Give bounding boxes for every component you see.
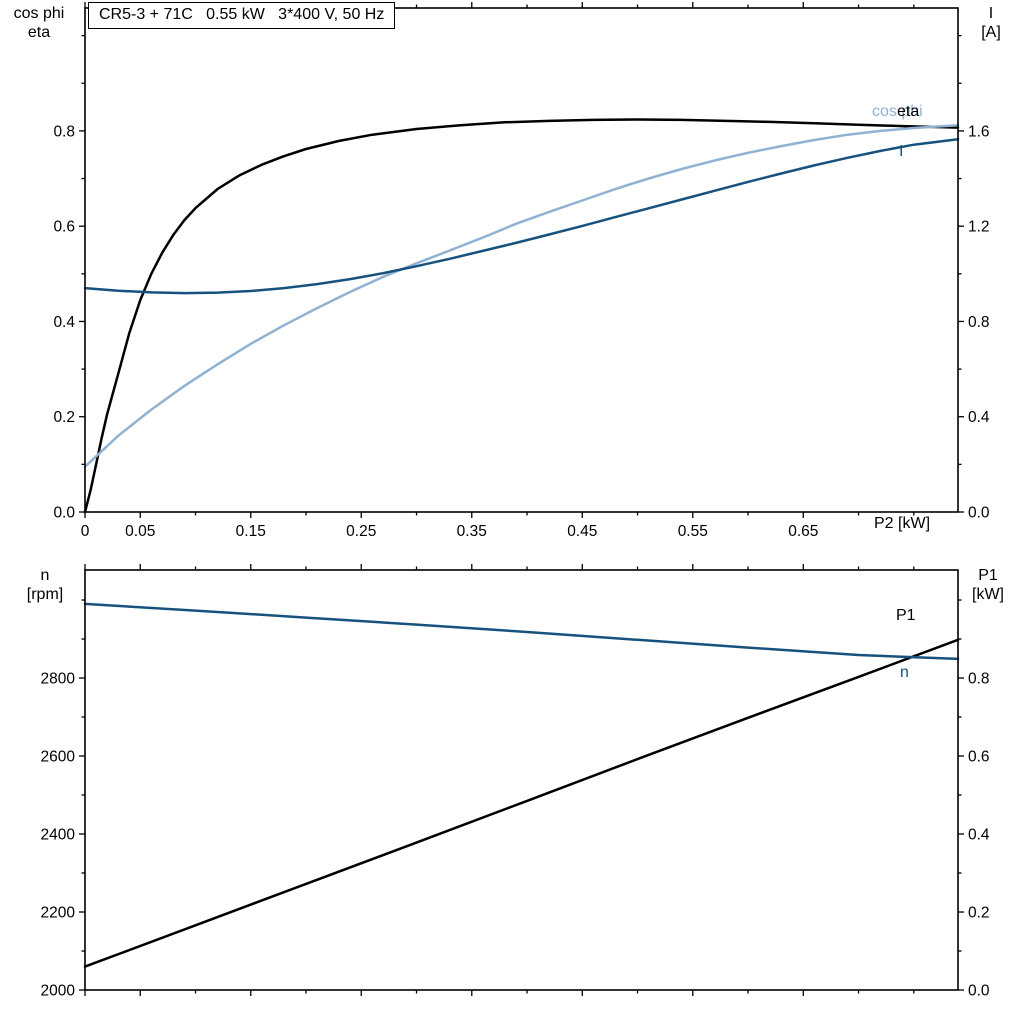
series-n (83, 602, 960, 661)
top-right-axis-title: I [A] (966, 4, 1016, 42)
curve-label-n: n (900, 664, 909, 681)
top-left-axis-title: cos phi eta (6, 4, 72, 42)
series-eta (83, 118, 960, 514)
tick-label: 0.8 (53, 123, 75, 140)
x-axis-label: P2 [kW] (874, 515, 931, 532)
axis-title-p1: P1 (978, 567, 998, 584)
tick-label: 1.6 (968, 123, 990, 140)
curve-label-p1: P1 (896, 607, 916, 624)
tick-label: 0 (81, 523, 90, 540)
tick-label: 0.4 (968, 827, 990, 844)
axis-title-current-unit: [A] (981, 24, 1001, 41)
plot-border (84, 569, 959, 991)
axis-title-p1-unit: [kW] (972, 586, 1004, 603)
chart-1: 2000 2200 2400 2600 2800 0.0 0.2 0.4 0.6 0.8 (41, 564, 990, 1000)
tick-label: 0.55 (678, 523, 708, 540)
chart-0: 0 0.05 0.15 0.25 0.35 0.45 0.55 0.65 0.0 0.2 0.4 0.… (53, 2, 990, 540)
tick-label: 0.8 (968, 671, 990, 688)
tick-label: 1.2 (968, 219, 990, 236)
curve-label-eta: eta (897, 103, 920, 120)
tick-label: 0.6 (968, 749, 990, 766)
tick-label: 0.05 (125, 523, 155, 540)
axis-title-speed-unit: [rpm] (26, 586, 64, 603)
series-P1 (83, 638, 960, 968)
tick-label: 2000 (41, 983, 76, 1000)
tick-label: 0.4 (53, 314, 75, 331)
chart-title-box: CR5-3 + 71C 0.55 kW 3*400 V, 50 Hz (88, 2, 396, 29)
tick-label: 0.15 (236, 523, 266, 540)
tick-label: 0.6 (53, 219, 75, 236)
bottom-right-axis-title: P1 [kW] (958, 566, 1018, 604)
tick-label: 0.35 (457, 523, 487, 540)
tick-label: 0.45 (567, 523, 597, 540)
tick-label: 2200 (41, 905, 76, 922)
plot-border (84, 7, 959, 513)
axis-title-cosphi: cos phi (13, 5, 65, 22)
curve-label-cosphi: cos phi (872, 103, 923, 120)
tick-label: 2600 (41, 749, 76, 766)
tick-label: 0.65 (788, 523, 818, 540)
tick-label: 0.0 (968, 505, 990, 522)
series-cos-phi (83, 123, 960, 468)
axis-title-current: I (988, 5, 994, 22)
bottom-left-axis-title: n [rpm] (12, 566, 78, 604)
tick-label: 2800 (41, 671, 76, 688)
tick-label: 2400 (41, 827, 76, 844)
tick-label: 0.4 (968, 409, 990, 426)
tick-label: 0.25 (346, 523, 376, 540)
tick-label: 0.0 (968, 983, 990, 1000)
tick-label: 0.2 (53, 409, 75, 426)
tick-label: 0.8 (968, 314, 990, 331)
axis-title-speed: n (40, 567, 50, 584)
series-I (83, 137, 960, 295)
tick-label: 0.0 (53, 505, 75, 522)
curve-label-current: I (899, 143, 904, 160)
axis-title-eta: eta (27, 24, 51, 41)
tick-label: 0.2 (968, 905, 990, 922)
